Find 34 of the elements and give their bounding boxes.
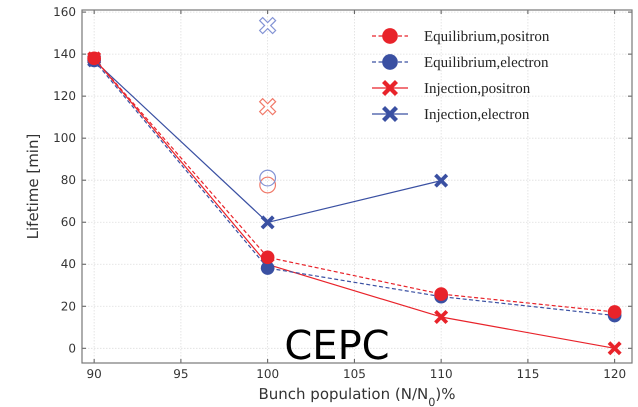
point	[434, 310, 448, 324]
x-tick-label: 110	[430, 367, 453, 381]
x-tick-label: 90	[86, 367, 102, 381]
y-tick-label: 80	[60, 173, 76, 188]
point	[259, 98, 276, 116]
y-tick-label: 40	[60, 257, 76, 272]
legend-label: Injection,electron	[424, 107, 530, 123]
y-tick-label: 140	[53, 47, 76, 62]
y-axis-title: Lifetime [min]	[24, 134, 42, 240]
legend-label: Injection,positron	[424, 81, 531, 97]
y-tick-label: 60	[60, 215, 76, 230]
y-tick-label: 0	[68, 341, 76, 356]
point	[434, 174, 448, 188]
legend-label: Equilibrium,positron	[424, 29, 550, 45]
point	[259, 16, 276, 34]
point	[260, 250, 274, 264]
point	[259, 170, 276, 186]
point	[434, 287, 448, 301]
y-tick-label: 100	[53, 131, 76, 146]
point	[260, 215, 275, 230]
x-tick-label: 105	[342, 367, 366, 381]
y-tick-label: 120	[53, 89, 76, 104]
x-axis-title: Bunch population (N/N$_{0}$)%	[258, 385, 456, 407]
legend-label: Equilibrium,electron	[424, 55, 550, 71]
x-tick-label: 115	[516, 367, 540, 381]
point	[608, 341, 622, 356]
x-tick-label: 100	[256, 367, 280, 381]
y-tick-label: 20	[60, 299, 76, 314]
x-tick-label: 95	[173, 367, 189, 381]
x-tick-label: 120	[603, 367, 626, 381]
y-tick-label: 160	[53, 5, 76, 20]
annotation: CEPC	[284, 323, 390, 369]
point	[608, 305, 622, 319]
point	[259, 176, 276, 194]
